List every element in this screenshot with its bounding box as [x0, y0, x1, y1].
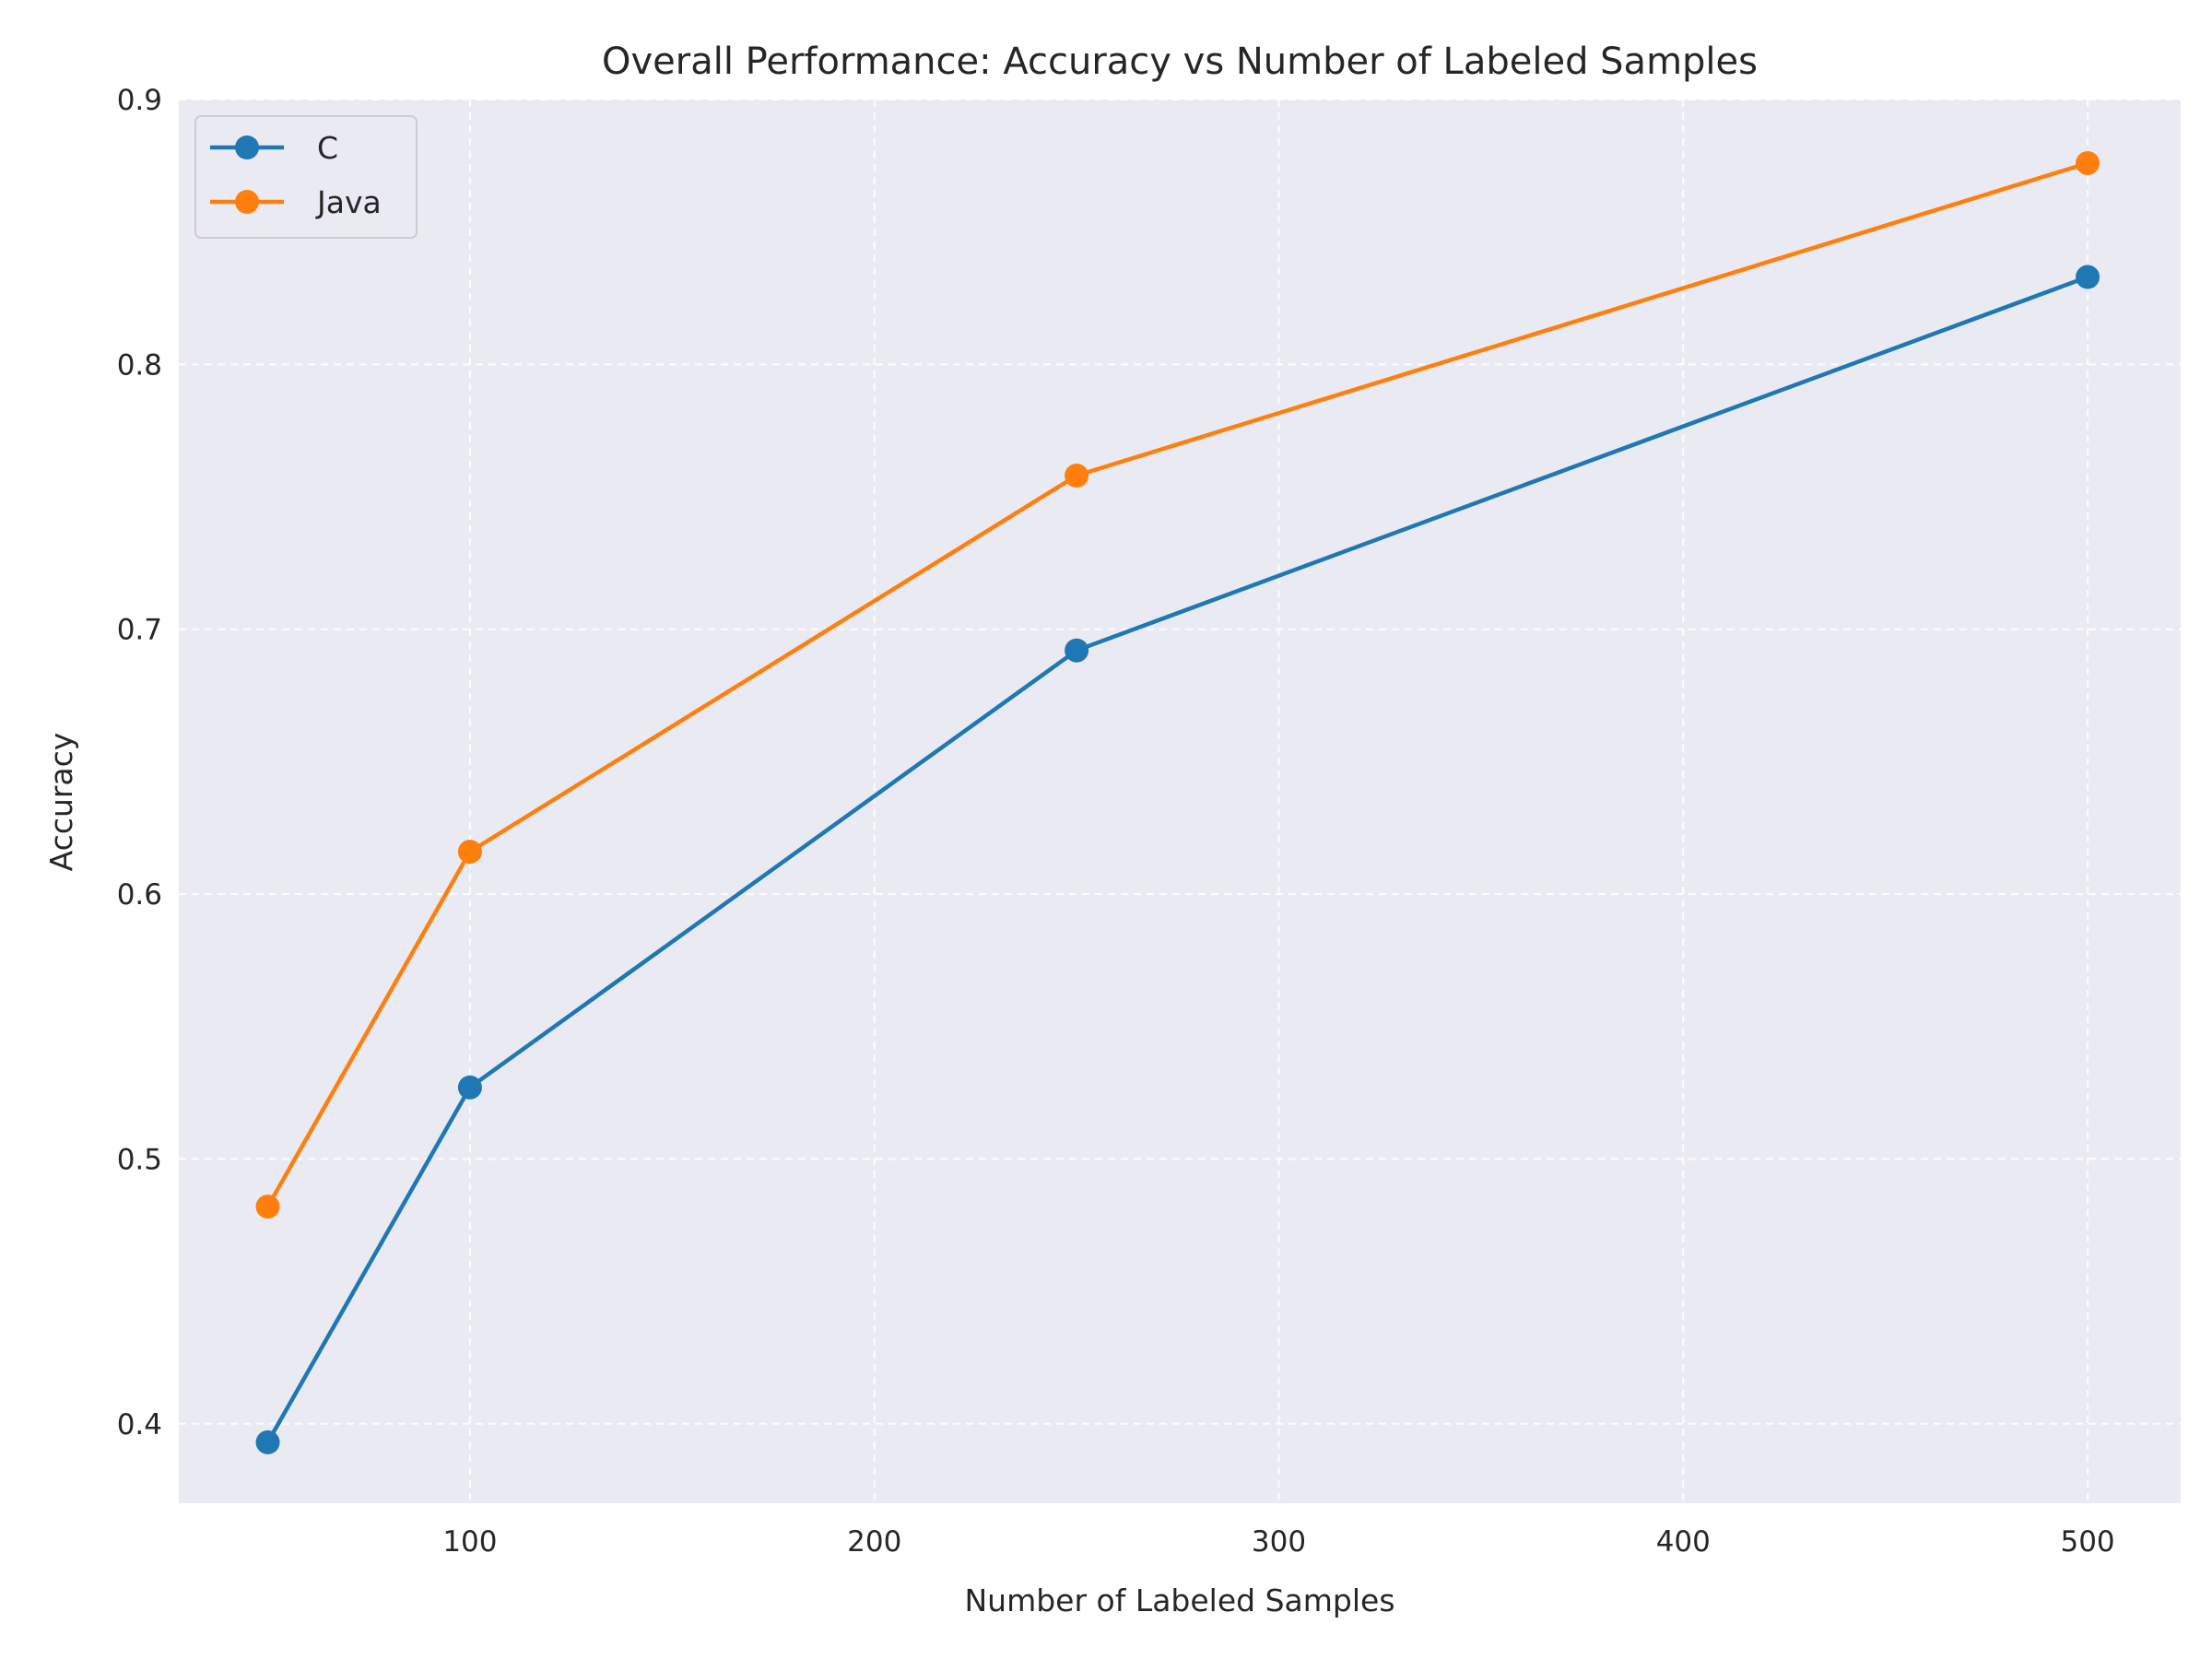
legend-label-java: Java: [315, 184, 382, 220]
plot-area: [179, 100, 2181, 1503]
series-c: [255, 265, 2100, 1454]
x-grid: [468, 100, 2089, 1503]
x-axis-label: Number of Labeled Samples: [964, 1583, 1394, 1618]
legend-entry-c: C: [210, 130, 338, 166]
x-tick-label: 200: [847, 1525, 901, 1559]
y-tick-label: 0.8: [117, 348, 162, 382]
data-point-java: [255, 1194, 280, 1219]
legend-marker-java: [235, 190, 259, 214]
x-tick-label: 500: [2060, 1525, 2114, 1559]
y-axis-label: Accuracy: [43, 733, 79, 872]
y-tick-label: 0.7: [117, 614, 162, 647]
series-java: [255, 150, 2100, 1219]
y-tick-label: 0.6: [117, 878, 162, 912]
x-tick-label: 400: [1656, 1525, 1711, 1559]
chart-title: Overall Performance: Accuracy vs Number …: [602, 41, 1758, 83]
series-layer: [255, 150, 2100, 1454]
legend-entry-java: Java: [210, 184, 382, 220]
legend-label-c: C: [317, 130, 338, 166]
series-line-java: [265, 160, 2088, 1208]
data-point-java: [1065, 464, 1089, 488]
y-tick-label: 0.4: [117, 1408, 162, 1441]
legend: C Java: [194, 115, 418, 239]
y-tick-label: 0.9: [117, 84, 162, 117]
x-tick-label: 100: [442, 1525, 497, 1559]
data-point-c: [2076, 265, 2100, 289]
data-point-c: [1065, 638, 1089, 663]
series-line-c: [265, 275, 2088, 1444]
data-point-c: [457, 1075, 482, 1100]
legend-box: [194, 115, 418, 239]
data-point-java: [457, 840, 482, 865]
x-tick-labels: 100 200 300 400 500: [442, 1525, 2114, 1559]
data-point-c: [255, 1430, 280, 1454]
data-point-java: [2076, 150, 2100, 175]
x-tick-label: 300: [1252, 1525, 1306, 1559]
legend-marker-c: [235, 135, 259, 159]
y-tick-label: 0.5: [117, 1143, 162, 1176]
y-tick-labels: 0.4 0.5 0.6 0.7 0.8 0.9: [117, 84, 162, 1441]
